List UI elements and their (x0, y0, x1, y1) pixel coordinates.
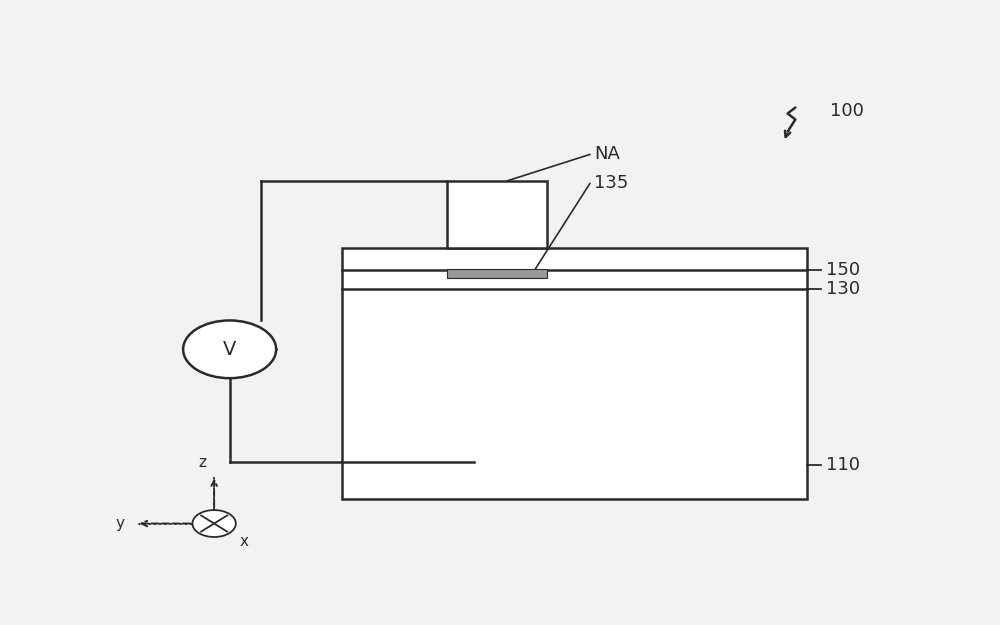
Text: z: z (198, 454, 207, 469)
Text: 110: 110 (826, 456, 860, 474)
Text: x: x (240, 534, 249, 549)
Text: 100: 100 (830, 102, 864, 120)
Bar (447, 269, 547, 278)
Circle shape (192, 510, 236, 537)
Text: V: V (223, 340, 236, 359)
Text: 150: 150 (826, 261, 860, 279)
Text: NA: NA (594, 146, 620, 163)
Circle shape (183, 321, 276, 378)
Text: 135: 135 (594, 174, 628, 192)
Bar (447, 181, 547, 248)
Bar (342, 248, 807, 499)
Text: 130: 130 (826, 280, 860, 298)
Text: y: y (116, 516, 125, 531)
